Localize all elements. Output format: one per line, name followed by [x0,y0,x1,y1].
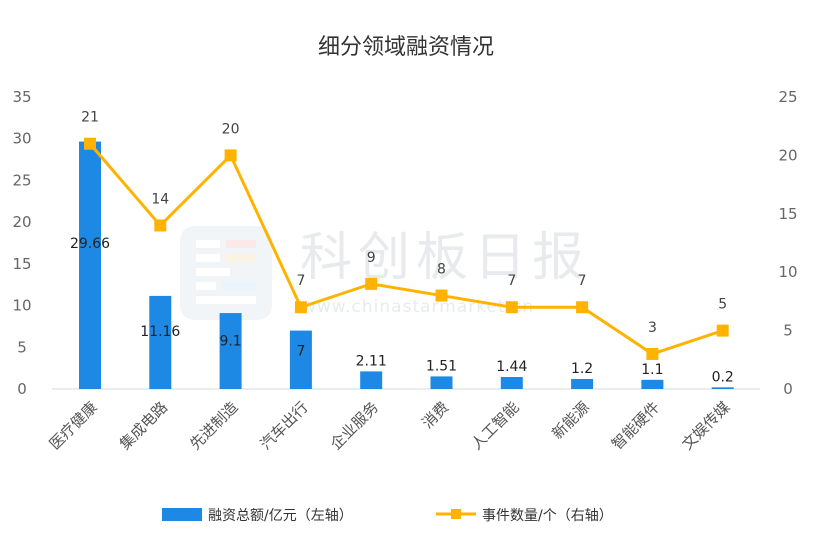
line-point [84,137,96,150]
line-point [716,324,729,337]
line-value-label: 8 [437,262,446,278]
line-point [154,219,167,232]
category-label: 新能源 [548,398,593,443]
bar [430,376,453,389]
line-value-label: 5 [718,297,727,313]
line-value-label: 7 [296,273,305,289]
left-tick-label: 15 [12,255,31,273]
bar-value-label: 11.16 [140,324,180,340]
category-label: 人工智能 [467,398,522,453]
chart-title: 细分领域融资情况 [318,35,494,60]
line-value-label: 3 [648,320,657,336]
bar-value-label: 7 [296,344,305,360]
bar-series [79,141,734,389]
right-tick-label: 20 [778,146,797,164]
left-tick-label: 0 [17,380,27,398]
left-tick-label: 20 [12,213,31,231]
bar [79,141,101,389]
line-point [576,301,589,314]
bar [711,387,734,389]
bar [360,371,383,389]
line-point [435,289,448,302]
category-label: 智能硬件 [608,398,663,453]
line-point [365,277,378,290]
left-tick-label: 25 [12,171,31,189]
right-tick-label: 5 [783,322,793,340]
bar-value-label: 2.11 [356,353,387,369]
category-label: 文娱传媒 [678,398,733,453]
legend-item-bar[interactable]: 融资总额/亿元（左轴） [162,508,353,524]
line-value-label: 7 [578,273,587,289]
right-tick-label: 25 [778,88,797,106]
left-tick-label: 5 [17,338,27,356]
right-tick-label: 10 [778,263,797,281]
legend-bar-swatch [162,508,202,521]
bar-value-label: 0.2 [712,369,734,385]
bar [289,330,312,389]
watermark: 科创板日报 www.chinastarmarket.cn [180,226,590,320]
line-value-label: 21 [81,110,99,126]
category-label: 汽车出行 [257,398,312,453]
legend-item-line[interactable]: 事件数量/个（右轴） [436,508,613,524]
bar [500,376,523,389]
legend-line-label: 事件数量/个（右轴） [482,508,613,524]
bar-value-label: 1.44 [496,359,527,375]
left-tick-label: 35 [12,88,31,106]
line-point [294,301,307,314]
bar-value-label: 1.1 [641,362,663,378]
legend-bar-label: 融资总额/亿元（左轴） [208,508,353,524]
left-axis: 0 5 10 15 20 25 30 35 [12,88,31,398]
x-axis-labels: 医疗健康 集成电路 先进制造 汽车出行 企业服务 消费 人工智能 新能源 智能硬件 文娱传媒 [46,398,734,453]
line-labels: 21 14 20 7 9 8 7 7 3 5 [81,110,727,336]
right-axis: 0 5 10 15 20 25 [778,88,797,398]
legend: 融资总额/亿元（左轴） 事件数量/个（右轴） [162,508,613,524]
watermark-logo [180,226,272,320]
right-tick-label: 15 [778,205,797,223]
bar-labels: 29.66 11.16 9.1 7 2.11 1.51 1.44 1.2 1.1 0.2 [70,236,734,385]
bar-value-label: 29.66 [70,236,110,252]
watermark-text: 科创板日报 [300,228,590,288]
line-point [646,347,659,360]
left-tick-label: 10 [12,297,31,315]
category-label: 先进制造 [186,398,241,453]
category-label: 医疗健康 [46,398,101,453]
line-value-label: 9 [367,250,376,266]
bar [149,295,172,389]
line-point [224,149,237,162]
line-value-label: 14 [151,191,169,207]
line-value-label: 7 [507,273,516,289]
watermark-url: www.chinastarmarket.cn [302,297,534,317]
line-value-label: 20 [222,121,240,137]
left-tick-label: 30 [12,130,31,148]
bar-value-label: 1.2 [571,361,593,377]
bar-value-label: 1.51 [426,358,457,374]
bar [641,379,664,389]
line-point [505,301,518,314]
line-series [84,137,729,360]
bar [571,378,594,389]
category-label: 企业服务 [327,398,382,453]
series-line [88,142,724,356]
category-label: 集成电路 [116,398,171,453]
category-label: 消费 [418,398,452,432]
right-tick-label: 0 [783,380,793,398]
legend-line-marker [451,509,461,519]
bar [219,313,242,389]
bar-value-label: 9.1 [219,334,241,350]
